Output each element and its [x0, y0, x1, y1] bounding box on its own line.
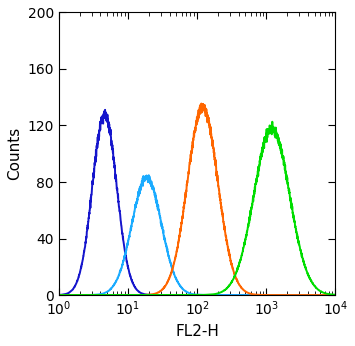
- Y-axis label: Counts: Counts: [7, 127, 22, 180]
- X-axis label: FL2-H: FL2-H: [175, 324, 219, 339]
